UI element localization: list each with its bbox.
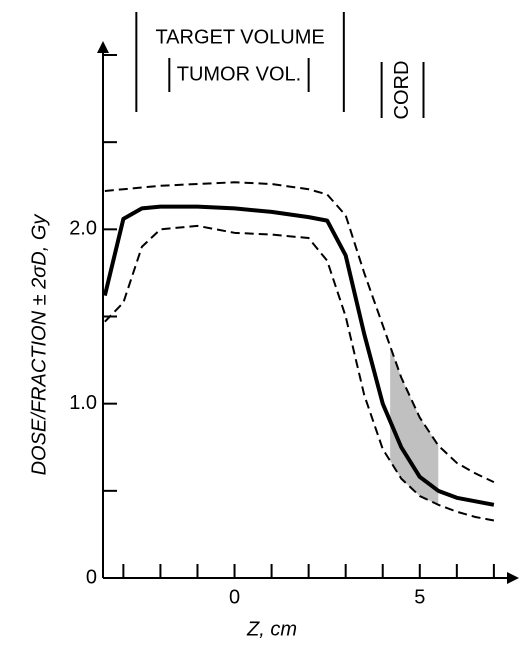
y-axis-label: DOSE/FRACTION ± 2σD, Gy [28, 214, 50, 476]
y-axis-arrow [97, 41, 109, 53]
region-label: TUMOR VOL. [177, 63, 301, 85]
region-label: TARGET VOLUME [155, 26, 324, 48]
region-label: CORD [391, 61, 413, 120]
x-axis-label: Z, cm [246, 618, 297, 640]
shaded-region [390, 346, 439, 505]
y-tick-label: 0 [86, 566, 97, 588]
curve [104, 181, 495, 484]
x-tick-label: 5 [414, 586, 425, 608]
y-tick-label: 1.0 [69, 392, 97, 414]
curve [102, 204, 495, 507]
x-tick-label: 0 [229, 586, 240, 608]
x-axis-arrow [507, 572, 519, 584]
curve [104, 224, 495, 522]
y-tick-label: 2.0 [69, 218, 97, 240]
